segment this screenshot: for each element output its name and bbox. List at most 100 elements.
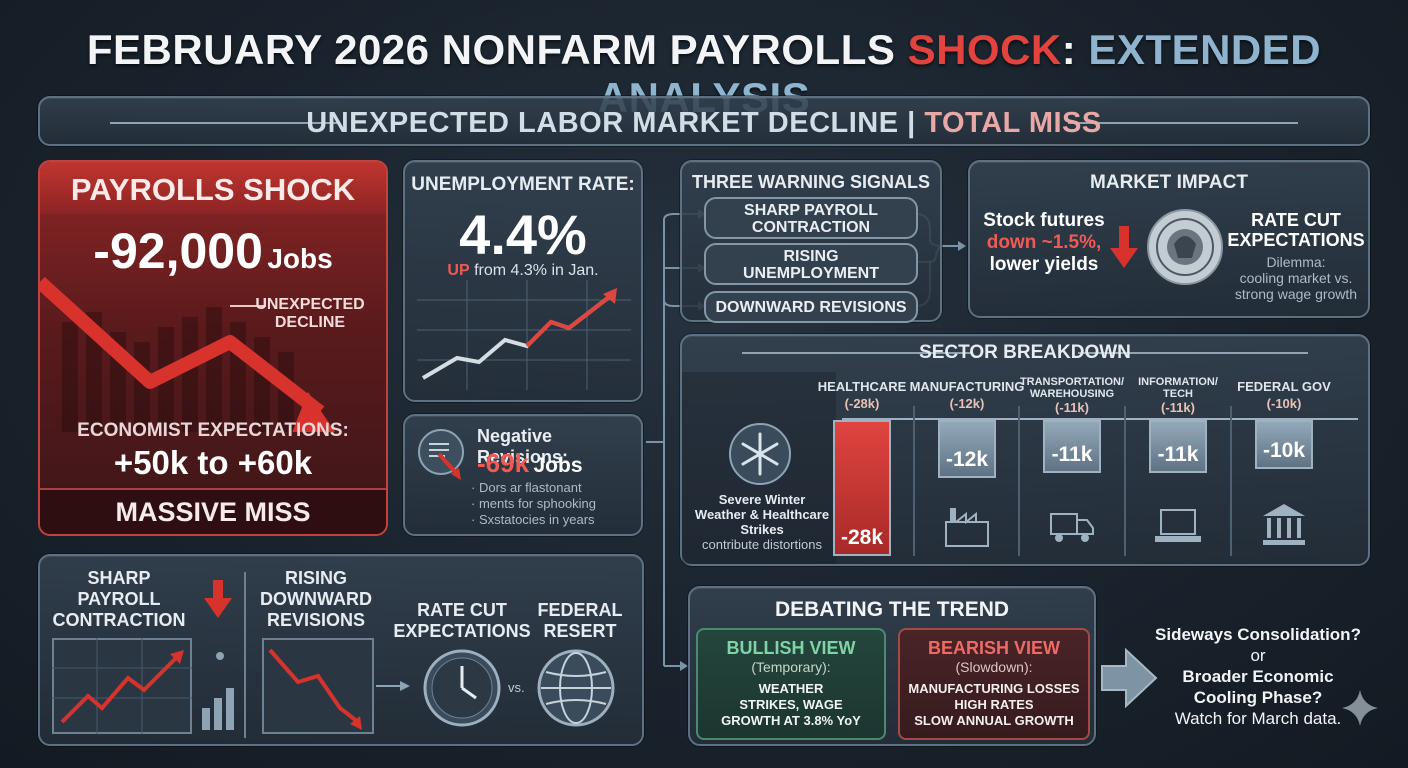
shock-footer-band [40,488,386,534]
revisions-panel: Negative Revisions: -69k Jobs · Dors ar … [403,414,643,536]
summary-panel: SHARP PAYROLL CONTRACTION RISING DOWNWARD RE… [38,554,644,746]
shock-decline-chart [40,276,336,432]
document-icon [418,429,464,480]
sector-separator [913,406,915,556]
market-impact-heading: MARKET IMPACT [1090,172,1248,193]
vs-label: vs. [508,680,525,695]
shock-annotation: UNEXPECTED DECLINE [250,296,370,332]
bearish-title: BEARISH VIEW [927,638,1060,658]
revisions-heading: Negative Revisions: [477,426,569,467]
unemployment-trend-chart [417,280,631,390]
sector-bar [1043,420,1101,473]
sector-bar-label: -11k [1051,443,1093,466]
subtitle-main: UNEXPECTED LABOR MARKET DECLINE | [306,107,925,139]
sector-bar-label: -10k [1262,439,1306,462]
rising-revisions-label: RISING DOWNWARD REVISIONS [260,568,372,630]
laptop-icon [1155,509,1201,542]
sector-value: (-11k) [1055,400,1089,415]
shock-heading: PAYROLLS SHOCK [70,172,356,207]
outlook-line1: Sideways Consolidation? [1155,625,1361,644]
sector-bars: HEALTHCARE (-28k) -28k MANUFACTURING (-12k) -… [682,336,1368,564]
subtitle: UNEXPECTED LABOR MARKET DECLINE | TOTAL … [40,107,1368,140]
bearish-points: MANUFACTURING LOSSES HIGH RATES SLOW ANNUA… [908,681,1080,728]
sector-bar-label: -11k [1157,443,1199,466]
sector-bar-label: -28k [840,526,884,549]
sharp-payroll-chart [52,638,192,734]
signal-sharp-payroll: SHARP PAYROLL CONTRACTION [704,197,918,239]
sector-breakdown-panel: SECTOR BREAKDOWN Severe Winter Weather &… [680,334,1370,566]
sector-bar-label: -12k [945,448,989,471]
federal-reserve-label: FEDERAL RESERT [537,600,623,641]
revisions-note: · Dors ar flastonant [471,480,582,495]
subtitle-rule-left [110,122,340,124]
sector-separator [1230,406,1232,556]
shock-value-row: -92,000 Jobs [40,222,386,280]
subtitle-total-miss: TOTAL MISS [924,107,1102,139]
bullish-view-box: BULLISH VIEW (Temporary): WEATHER STRIKES… [696,628,886,740]
revisions-note: · ments for sphooking [471,496,597,511]
sector-separator [1018,406,1020,556]
sector-name: TRANSPORTATION/WAREHOUSING [1019,376,1125,400]
signal-downward-revisions: DOWNWARD REVISIONS [704,291,918,323]
title-colon: : [1061,26,1089,73]
bullish-title: BULLISH VIEW [726,638,856,658]
snowflake-icon [729,423,791,485]
bearish-sub: (Slowdown): [955,659,1033,675]
sector-baseline [842,418,1358,420]
warning-signals-heading: THREE WARNING SIGNALS [691,172,930,192]
bullish-points: WEATHER STRIKES, WAGE GROWTH AT 3.8% YoY [721,681,861,728]
truck-icon [1050,513,1094,542]
government-building-icon [1263,504,1305,545]
sector-value: (-12k) [949,396,985,411]
revisions-value-row: -69k Jobs [477,448,583,479]
summary-divider [244,572,246,738]
debate-heading: DEBATING THE TREND [774,598,1010,621]
debate-panel: DEBATING THE TREND BULLISH VIEW (Tempora… [688,586,1096,746]
outlook-line2: or [1250,646,1266,665]
unemployment-change-text: from 4.3% in Jan. [469,262,599,279]
revisions-note: · Sxstatocies in years [471,512,595,527]
revisions-unit: Jobs [533,454,583,477]
sector-value: (-28k) [844,396,880,411]
sparkle-icon [1342,690,1378,726]
subtitle-banner: UNEXPECTED LABOR MARKET DECLINE | TOTAL … [38,96,1370,146]
red-down-arrow-icon [204,580,232,618]
sector-bar [1149,420,1207,473]
rate-cut-label: RATE CUT EXPECTATIONS [393,600,531,641]
sector-note: Severe Winter Weather & Healthcare Strik… [694,492,830,552]
sector-value: (-11k) [1161,400,1195,415]
dilemma-text: Dilemma: cooling market vs. strong wage … [1234,254,1358,302]
unemployment-panel: UNEMPLOYMENT RATE: 4.4% UP from 4.3% in … [403,160,643,402]
sector-bar [833,420,891,556]
unemployment-up: UP [447,262,470,279]
signal-rising-unemployment: RISING UNEMPLOYMENT [704,243,918,285]
massive-miss: MASSIVE MISS [115,497,311,527]
revisions-value: -69k [477,448,530,478]
shock-value: -92,000 [93,223,263,279]
market-impact-panel: MARKET IMPACT Stock futures down ~1.5%, … [968,160,1370,318]
sector-name: FEDERAL GOV [1237,379,1331,394]
expectations-label: ECONOMIST EXPECTATIONS: [77,420,349,441]
clock-icon [423,649,501,727]
unemployment-change: UP from 4.3% in Jan. [405,262,641,280]
sector-value: (-10k) [1266,396,1302,411]
expectations-value: +50k to +60k [113,444,313,481]
bar-growth-icon [202,652,234,730]
down-arrow-icon [1110,226,1138,268]
downward-revisions-chart [262,638,410,734]
title-shock-word: SHOCK [907,26,1062,73]
title-part1: FEBRUARY 2026 NONFARM PAYROLLS [86,26,908,73]
shock-annotation-line1: UNEXPECTED [255,296,365,313]
sector-name: INFORMATION/TECH [1138,376,1218,400]
outlook-text: Sideways Consolidation? or Broader Econo… [1148,624,1368,729]
sharp-payroll-label: SHARP PAYROLL CONTRACTION [52,568,186,630]
sector-bar [1255,420,1313,469]
outlook-line3: Broader Economic [1182,667,1334,686]
subtitle-rule-right [1068,122,1298,124]
unemployment-value: 4.4% [459,203,587,266]
bearish-view-box: BEARISH VIEW (Slowdown): MANUFACTURING L… [898,628,1090,740]
outlook-line4: Cooling Phase? [1193,688,1323,707]
outlook-line5: Watch for March data. [1174,709,1342,728]
payrolls-shock-panel: PAYROLLS SHOCK -92,000 Jobs UNEXPECTED D… [38,160,388,536]
factory-icon [945,508,989,547]
